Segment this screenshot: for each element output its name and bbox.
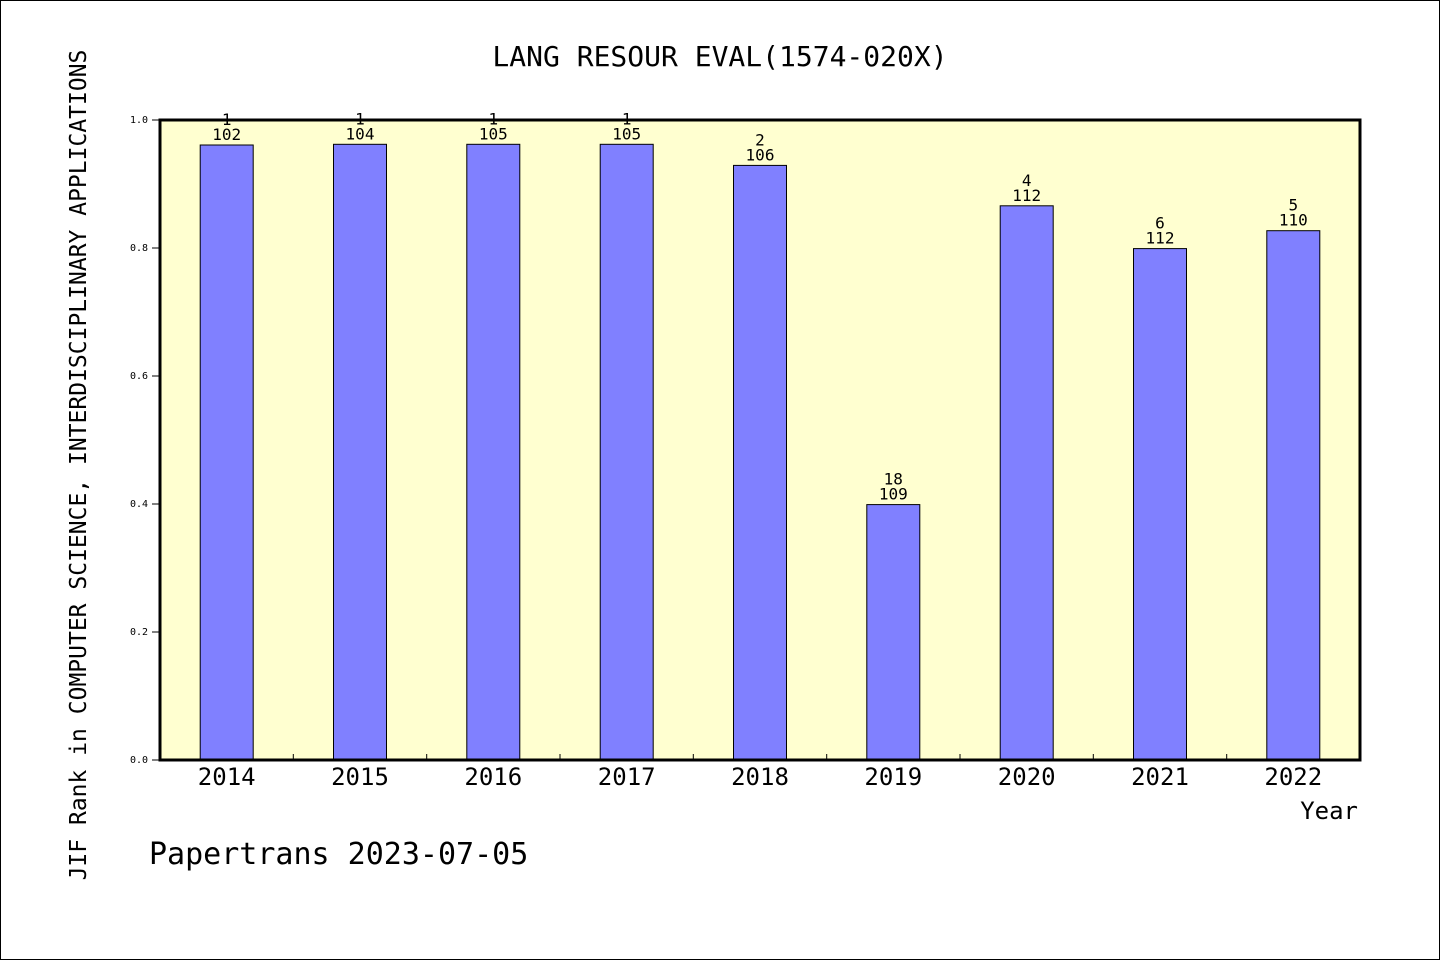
x-tick-label-2016: 2016 bbox=[464, 763, 522, 791]
x-tick-label-2019: 2019 bbox=[864, 763, 922, 791]
bar-2021 bbox=[1133, 248, 1187, 761]
rank-label-2019: 18 bbox=[884, 470, 903, 489]
y-tick-label-0.4: 0.4 bbox=[130, 499, 148, 510]
x-axis: 2014 2015 2016 2017 2018 2019 2020 2021 2022 bbox=[198, 754, 1322, 791]
plot-frame bbox=[158, 118, 1362, 762]
bar-2020 bbox=[999, 205, 1054, 761]
total-label-2016: 105 bbox=[479, 124, 508, 143]
x-axis-label: Year bbox=[1300, 797, 1358, 825]
x-tick-label-2015: 2015 bbox=[331, 763, 389, 791]
bar-2019 bbox=[866, 504, 921, 761]
x-tick-label-2021: 2021 bbox=[1131, 763, 1189, 791]
bar-2017 bbox=[599, 143, 654, 761]
rank-label-2018: 2 bbox=[755, 130, 765, 149]
y-tick-label-0.8: 0.8 bbox=[130, 243, 148, 254]
total-label-2019: 109 bbox=[879, 485, 908, 504]
total-label-2015: 104 bbox=[346, 124, 375, 143]
rank-label-2020: 4 bbox=[1022, 171, 1032, 190]
chart-title: LANG RESOUR EVAL(1574-020X) bbox=[492, 40, 947, 73]
bar-2016 bbox=[466, 143, 521, 761]
rank-label-2021: 6 bbox=[1155, 214, 1165, 233]
footer-credit: Papertrans 2023-07-05 bbox=[149, 837, 528, 872]
bar-2022 bbox=[1266, 230, 1321, 761]
y-axis-label: JIF Rank in COMPUTER SCIENCE, INTERDISCI… bbox=[66, 50, 92, 881]
y-tick-label-0.0: 0.0 bbox=[130, 755, 148, 766]
x-tick-label-2018: 2018 bbox=[731, 763, 789, 791]
bar-2018 bbox=[733, 164, 787, 761]
rank-label-2022: 5 bbox=[1288, 196, 1298, 215]
x-tick-label-2014: 2014 bbox=[198, 763, 256, 791]
total-label-2018: 106 bbox=[746, 145, 775, 164]
y-tick-label-0.2: 0.2 bbox=[130, 627, 148, 638]
bars-layer bbox=[199, 143, 1321, 761]
bar-2014 bbox=[199, 144, 254, 761]
total-label-2020: 112 bbox=[1012, 186, 1041, 205]
x-tick-label-2022: 2022 bbox=[1264, 763, 1322, 791]
total-label-2014: 102 bbox=[212, 125, 241, 144]
x-tick-label-2017: 2017 bbox=[598, 763, 656, 791]
y-tick-label-0.6: 0.6 bbox=[130, 371, 148, 382]
total-label-2021: 112 bbox=[1146, 229, 1175, 248]
total-label-2017: 105 bbox=[612, 124, 641, 143]
x-tick-label-2020: 2020 bbox=[998, 763, 1056, 791]
y-tick-label-1.0: 1.0 bbox=[130, 115, 148, 126]
bar-2015 bbox=[333, 143, 387, 761]
y-axis: 0.0 0.2 0.4 0.6 0.8 1.0 bbox=[130, 115, 160, 766]
total-label-2022: 110 bbox=[1279, 211, 1308, 230]
